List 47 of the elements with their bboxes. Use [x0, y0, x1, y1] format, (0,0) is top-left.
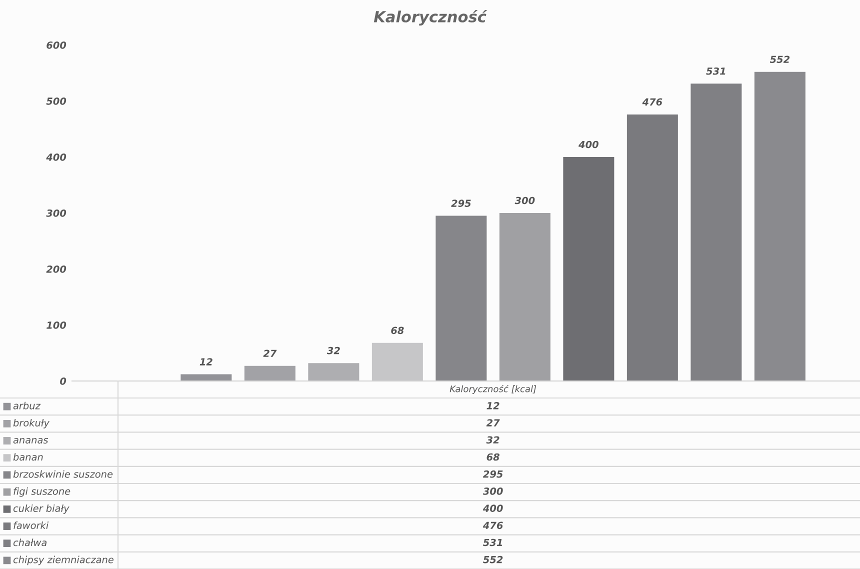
- legend-label: figi suszone: [14, 487, 70, 497]
- y-tick-label: 300: [46, 209, 66, 217]
- legend-label: arbuz: [13, 402, 41, 410]
- data-label: 68: [391, 326, 404, 334]
- data-label: 12: [200, 358, 212, 366]
- bar: [244, 366, 296, 381]
- bar: [563, 157, 614, 381]
- legend-label: chałwa: [13, 538, 47, 546]
- data-label: 400: [578, 140, 598, 148]
- data-label: 27: [263, 350, 277, 357]
- bar: [754, 72, 806, 381]
- legend-label: brokuły: [13, 418, 50, 428]
- y-tick-label: 200: [46, 265, 66, 273]
- x-tick-label: Kaloryczność [kcal]: [450, 384, 536, 394]
- text: 12: [486, 402, 500, 410]
- legend-label: cukier biały: [13, 504, 70, 514]
- text: 300: [482, 488, 503, 495]
- y-tick-label: 0: [60, 377, 66, 385]
- text: 295: [482, 470, 503, 478]
- legend-label: chipsy ziemniaczane: [13, 556, 114, 566]
- data-label: 300: [514, 196, 535, 204]
- data-label: 531: [706, 67, 726, 75]
- text: 400: [482, 504, 503, 512]
- legend-label: faworki: [14, 522, 49, 530]
- bar: [308, 363, 360, 381]
- y-tick-label: 100: [46, 321, 66, 329]
- text: 531: [483, 538, 502, 546]
- text: 552: [483, 556, 503, 564]
- text: 476: [482, 522, 503, 530]
- bar: [499, 213, 550, 381]
- bar: [436, 216, 487, 381]
- chart-title: Kaloryczność: [374, 10, 488, 26]
- legend-label: banan: [13, 453, 43, 461]
- bar: [626, 114, 678, 381]
- legend-label: ananas: [13, 438, 48, 444]
- bar: [690, 84, 742, 381]
- legend-label: brzoskwinie suszone: [13, 470, 113, 478]
- text: 27: [486, 419, 500, 426]
- data-label: 552: [770, 56, 790, 64]
- y-tick-label: 400: [46, 153, 66, 161]
- y-tick-label: 500: [46, 97, 66, 105]
- y-tick-label: 600: [46, 41, 66, 49]
- data-label: 32: [326, 346, 340, 354]
- text: 68: [486, 453, 500, 461]
- text: 32: [486, 436, 500, 444]
- data-label: 295: [451, 200, 471, 207]
- data-label: 476: [642, 98, 662, 106]
